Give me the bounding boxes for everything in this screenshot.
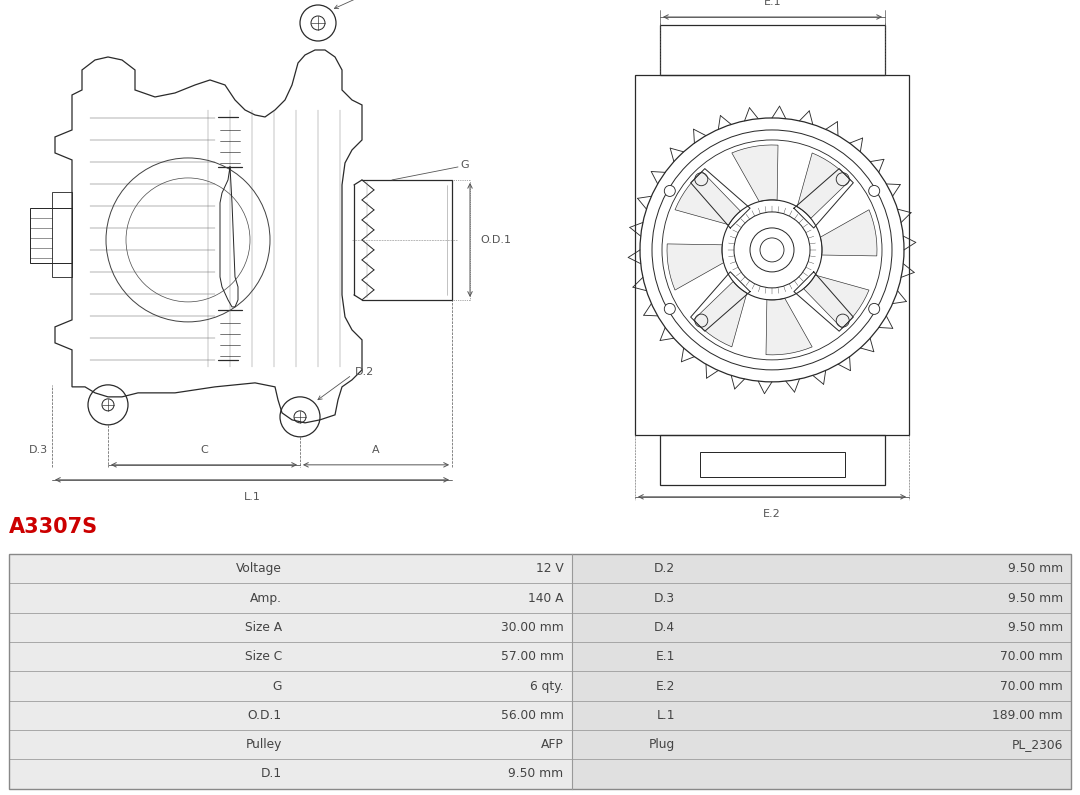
Text: C: C: [200, 445, 207, 455]
Text: A3307S: A3307S: [9, 517, 98, 537]
Polygon shape: [667, 244, 724, 290]
Polygon shape: [804, 275, 869, 328]
Polygon shape: [693, 281, 747, 347]
Bar: [572, 700, 1071, 730]
Text: E.2: E.2: [656, 680, 675, 692]
Text: 57.00 mm: 57.00 mm: [500, 650, 564, 663]
Text: AFP: AFP: [541, 739, 564, 751]
Text: D.2: D.2: [653, 562, 675, 576]
Polygon shape: [766, 298, 812, 355]
Text: D.3: D.3: [28, 445, 48, 455]
Bar: [572, 613, 1071, 642]
Bar: [9, 700, 572, 730]
Bar: [9, 642, 572, 671]
Text: Amp.: Amp.: [249, 591, 282, 604]
Text: 140 A: 140 A: [528, 591, 564, 604]
Text: 9.50 mm: 9.50 mm: [1008, 591, 1063, 604]
Polygon shape: [675, 172, 741, 225]
Text: G: G: [460, 160, 469, 170]
Bar: [572, 730, 1071, 759]
Circle shape: [664, 185, 675, 196]
Text: L.1: L.1: [244, 492, 260, 502]
Bar: [635, 75, 909, 435]
Bar: [572, 554, 1071, 584]
Polygon shape: [732, 145, 778, 202]
Circle shape: [664, 304, 675, 314]
Text: D.1: D.1: [260, 767, 282, 781]
Text: 9.50 mm: 9.50 mm: [509, 767, 564, 781]
Bar: [9, 759, 572, 789]
Circle shape: [868, 185, 880, 196]
Text: E.2: E.2: [764, 509, 781, 519]
Text: Pulley: Pulley: [245, 739, 282, 751]
Text: A: A: [373, 445, 380, 455]
Bar: [9, 584, 572, 613]
Text: 56.00 mm: 56.00 mm: [500, 709, 564, 722]
Text: O.D.1: O.D.1: [247, 709, 282, 722]
Bar: [660, 25, 885, 75]
Bar: [700, 452, 845, 477]
Bar: [572, 759, 1071, 789]
Polygon shape: [797, 153, 850, 219]
Bar: [572, 671, 1071, 700]
Text: Size A: Size A: [245, 621, 282, 634]
Circle shape: [868, 304, 880, 314]
Text: D.4: D.4: [653, 621, 675, 634]
Text: E.1: E.1: [656, 650, 675, 663]
Text: 9.50 mm: 9.50 mm: [1008, 621, 1063, 634]
Bar: [30, 208, 72, 263]
Text: Size C: Size C: [244, 650, 282, 663]
Text: 12 V: 12 V: [536, 562, 564, 576]
Polygon shape: [55, 50, 362, 423]
Text: G: G: [272, 680, 282, 692]
Text: 30.00 mm: 30.00 mm: [501, 621, 564, 634]
Text: Plug: Plug: [649, 739, 675, 751]
Text: 70.00 mm: 70.00 mm: [1000, 680, 1063, 692]
Text: D.2: D.2: [355, 366, 375, 377]
Text: 70.00 mm: 70.00 mm: [1000, 650, 1063, 663]
Bar: [52, 192, 72, 277]
Text: PL_2306: PL_2306: [1012, 739, 1063, 751]
Polygon shape: [821, 210, 877, 256]
Bar: [660, 435, 885, 485]
Bar: [572, 642, 1071, 671]
Text: O.D.1: O.D.1: [480, 235, 511, 245]
Text: E.1: E.1: [764, 0, 781, 7]
Bar: [9, 554, 572, 584]
Text: L.1: L.1: [657, 709, 675, 722]
Text: 9.50 mm: 9.50 mm: [1008, 562, 1063, 576]
Text: D.3: D.3: [653, 591, 675, 604]
Bar: [572, 584, 1071, 613]
Text: 6 qty.: 6 qty.: [530, 680, 564, 692]
Bar: [9, 613, 572, 642]
Bar: [9, 730, 572, 759]
Bar: [9, 671, 572, 700]
Text: 189.00 mm: 189.00 mm: [993, 709, 1063, 722]
Text: Voltage: Voltage: [235, 562, 282, 576]
